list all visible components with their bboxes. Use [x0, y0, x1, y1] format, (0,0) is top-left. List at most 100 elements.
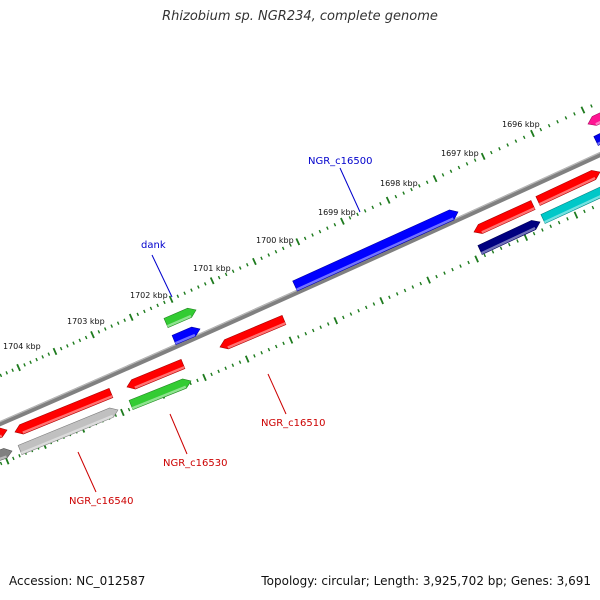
- minor-tick: [532, 231, 536, 236]
- scale-label-1701: 1701 kbp: [193, 264, 231, 273]
- gene-arrow[interactable]: [535, 170, 600, 206]
- minor-tick: [356, 212, 359, 217]
- gene-arrow-body[interactable]: [126, 359, 186, 390]
- minor-tick: [196, 378, 199, 383]
- minor-tick: [311, 233, 314, 237]
- gene-arrow-body[interactable]: [535, 170, 600, 206]
- minor-tick: [97, 330, 101, 334]
- minor-tick: [573, 112, 576, 116]
- major-tick: [209, 277, 215, 285]
- minor-tick: [547, 123, 551, 128]
- major-tick: [426, 276, 431, 284]
- gene-arrow[interactable]: [128, 378, 192, 410]
- gene-arrow[interactable]: [219, 315, 287, 350]
- gene-label-ngr-c16510[interactable]: NGR_c16510: [261, 418, 326, 429]
- minor-tick: [319, 325, 322, 329]
- minor-tick: [457, 165, 461, 170]
- leader-ngr-c16510: [267, 373, 287, 415]
- gene-arrow[interactable]: [292, 209, 459, 292]
- minor-tick: [473, 158, 477, 162]
- gene-arrow-shade: [597, 141, 600, 146]
- minor-tick: [297, 335, 300, 339]
- gene-arrow[interactable]: [593, 132, 600, 146]
- gene-arrow-shade: [134, 366, 185, 389]
- minor-tick: [23, 363, 26, 367]
- minor-tick: [282, 341, 285, 346]
- major-tick: [523, 233, 529, 241]
- gene-arrow[interactable]: [126, 359, 186, 390]
- gene-arrow-body[interactable]: [477, 220, 541, 255]
- minor-tick: [163, 300, 166, 305]
- major-tick: [52, 347, 58, 356]
- gene-arrow[interactable]: [587, 112, 600, 126]
- minor-tick: [564, 116, 568, 120]
- gene-arrow-shade: [22, 395, 113, 434]
- minor-tick: [47, 352, 51, 356]
- gene-arrow[interactable]: [17, 407, 119, 455]
- gene-arrow[interactable]: [540, 186, 600, 224]
- gene-labels: dank NGR_c16500 NGR_c16510 NGR_c16530 NG…: [69, 156, 373, 507]
- gene-arrow-body[interactable]: [0, 427, 8, 445]
- minor-tick: [66, 344, 69, 348]
- major-tick: [580, 106, 586, 114]
- gene-arrow-body[interactable]: [163, 307, 197, 328]
- gene-arrow[interactable]: [0, 448, 13, 467]
- minor-tick: [217, 275, 221, 280]
- leader-ngr-c16530: [169, 413, 188, 455]
- minor-tick: [465, 162, 469, 166]
- minor-tick: [483, 253, 487, 258]
- minor-tick: [190, 288, 193, 292]
- minor-tick: [267, 347, 271, 352]
- gene-arrow-shade: [481, 207, 535, 234]
- minor-tick: [84, 335, 88, 340]
- minor-tick: [149, 306, 153, 311]
- gene-arrow[interactable]: [0, 427, 8, 445]
- scale-label-1698: 1698 kbp: [380, 179, 418, 188]
- major-tick: [530, 129, 535, 138]
- major-tick: [480, 152, 486, 160]
- gene-arrow[interactable]: [473, 200, 536, 234]
- gene-label-ngr-c16540[interactable]: NGR_c16540: [69, 496, 134, 507]
- minor-tick: [59, 346, 63, 351]
- major-tick: [128, 313, 134, 321]
- minor-tick: [363, 209, 367, 213]
- gene-arrow[interactable]: [477, 220, 541, 255]
- minor-tick: [217, 369, 220, 374]
- minor-tick: [402, 191, 405, 195]
- gene-label-ngr-c16500[interactable]: NGR_c16500: [308, 156, 373, 167]
- minor-tick: [419, 281, 423, 286]
- major-tick: [340, 217, 345, 225]
- gene-arrow-shade: [0, 434, 3, 438]
- gene-label-ngr-c16530[interactable]: NGR_c16530: [163, 458, 228, 469]
- minor-tick: [303, 236, 307, 241]
- accession-text: Accession: NC_012587: [9, 574, 146, 588]
- gene-arrow-body[interactable]: [473, 200, 536, 234]
- gene-arrow[interactable]: [163, 307, 197, 328]
- minor-tick: [498, 147, 501, 151]
- minor-tick: [123, 318, 126, 322]
- gene-arrow-shade: [543, 195, 600, 224]
- gene-arrow-body[interactable]: [292, 209, 459, 292]
- minor-tick: [231, 363, 235, 367]
- minor-tick: [333, 222, 337, 227]
- minor-tick: [522, 135, 526, 140]
- gene-arrow[interactable]: [14, 388, 114, 435]
- minor-tick: [267, 253, 271, 257]
- gene-arrow-body[interactable]: [14, 388, 114, 435]
- minor-tick: [514, 139, 518, 143]
- minor-tick: [506, 143, 509, 147]
- minor-tick: [364, 305, 368, 310]
- gene-arrow-body[interactable]: [171, 326, 201, 345]
- minor-tick: [245, 263, 249, 267]
- minor-tick: [379, 202, 382, 206]
- major-tick: [4, 457, 10, 465]
- scale-label-1703: 1703 kbp: [67, 317, 105, 326]
- gene-arrow[interactable]: [171, 326, 201, 345]
- gene-arrow-body[interactable]: [219, 315, 287, 350]
- minor-tick: [29, 360, 32, 365]
- minor-tick: [231, 269, 235, 273]
- gene-arrow-body[interactable]: [540, 186, 600, 224]
- gene-label-dank[interactable]: dank: [141, 240, 166, 251]
- gene-features: [0, 112, 600, 467]
